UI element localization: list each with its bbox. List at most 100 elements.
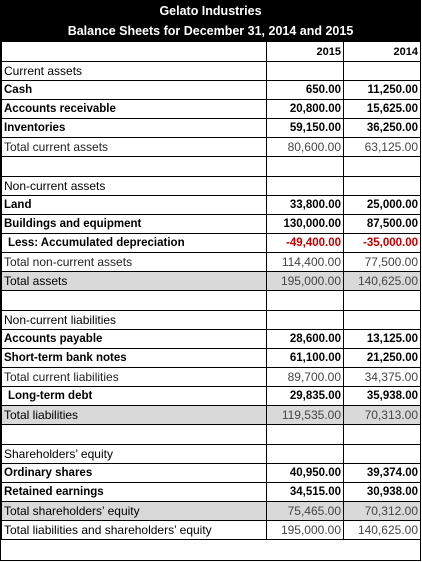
value-2015: 195,000.00: [266, 520, 344, 540]
value-2014: [343, 156, 421, 177]
column-header-row: 2015 2014: [1, 41, 421, 62]
row-label: Accounts payable: [1, 329, 267, 349]
grand-row: Total liabilities and shareholders’ equi…: [1, 520, 421, 540]
value-2015: [266, 290, 344, 311]
section-row: Shareholders’ equity: [1, 444, 421, 464]
balance-table: 2015 2014 Current assets Cash 650.00 11,250…: [1, 41, 421, 540]
item-row: Retained earnings 34,515.00 30,938.00: [1, 482, 421, 502]
row-label: [1, 424, 267, 445]
item-row: Less: Accumulated depreciation -49,400.00…: [1, 233, 421, 253]
value-2015: 28,600.00: [266, 329, 344, 349]
row-label: Shareholders’ equity: [1, 444, 267, 464]
value-2015: 40,950.00: [266, 463, 344, 483]
row-label: Total liabilities: [1, 405, 267, 425]
value-2015: [266, 156, 344, 177]
value-2014: 15,625.00: [343, 99, 421, 119]
row-label: Accounts receivable: [1, 99, 267, 119]
item-row: Ordinary shares 40,950.00 39,374.00: [1, 463, 421, 483]
item-row: Long-term debt 29,835.00 35,938.00: [1, 386, 421, 406]
sheet-subtitle: Balance Sheets for December 31, 2014 and…: [67, 24, 354, 38]
row-label: Total liabilities and shareholders’ equi…: [1, 520, 267, 540]
value-2014: [343, 444, 421, 464]
value-2014: [343, 61, 421, 81]
row-label: Land: [1, 195, 267, 215]
value-2015: 75,465.00: [266, 501, 344, 521]
row-label: Total non-current assets: [1, 252, 267, 272]
total-row: Total shareholders’ equity 75,465.00 70,31…: [1, 501, 421, 521]
value-2014: 77,500.00: [343, 252, 421, 272]
value-2014: 39,374.00: [343, 463, 421, 483]
row-label: [1, 290, 267, 311]
total-row: Total assets 195,000.00 140,625.00: [1, 271, 421, 291]
row-label: Cash: [1, 80, 267, 100]
item-row: Accounts payable 28,600.00 13,125.00: [1, 329, 421, 349]
value-2014: 36,250.00: [343, 118, 421, 138]
total-row: Total liabilities 119,535.00 70,313.00: [1, 405, 421, 425]
value-2015: [266, 310, 344, 330]
value-2014: 70,313.00: [343, 405, 421, 425]
value-2014: 25,000.00: [343, 195, 421, 215]
column-header-2015: 2015: [266, 41, 344, 62]
value-2015: [266, 61, 344, 81]
value-2014: 63,125.00: [343, 137, 421, 157]
value-2014: 70,312.00: [343, 501, 421, 521]
title-block: Gelato Industries Balance Sheets for Dec…: [1, 1, 420, 41]
row-label: Total shareholders’ equity: [1, 501, 267, 521]
row-label: Retained earnings: [1, 482, 267, 502]
value-2015: 119,535.00: [266, 405, 344, 425]
value-2014: [343, 290, 421, 311]
row-label: Long-term debt: [1, 386, 267, 406]
header-label-cell: [1, 41, 267, 62]
value-2015: 80,600.00: [266, 137, 344, 157]
row-label: Buildings and equipment: [1, 214, 267, 234]
blank-row: [1, 290, 421, 311]
company-name: Gelato Industries: [159, 4, 262, 18]
blank-row: [1, 156, 421, 177]
section-row: Current assets: [1, 61, 421, 81]
value-2015: -49,400.00: [266, 233, 344, 253]
section-row: Non-current assets: [1, 176, 421, 196]
value-2015: 33,800.00: [266, 195, 344, 215]
item-row: Accounts receivable 20,800.00 15,625.00: [1, 99, 421, 119]
value-2015: 130,000.00: [266, 214, 344, 234]
row-label: Total assets: [1, 271, 267, 291]
row-label: Short-term bank notes: [1, 348, 267, 368]
subtotal-row: Total current liabilities 89,700.00 34,375…: [1, 367, 421, 387]
subtotal-row: Total current assets 80,600.00 63,125.00: [1, 137, 421, 157]
value-2014: 140,625.00: [343, 271, 421, 291]
value-2015: 29,835.00: [266, 386, 344, 406]
row-label: Less: Accumulated depreciation: [1, 233, 267, 253]
row-label: Inventories: [1, 118, 267, 138]
section-row: Non-current liabilities: [1, 310, 421, 330]
row-label: Total current liabilities: [1, 367, 267, 387]
item-row: Buildings and equipment 130,000.00 87,500.…: [1, 214, 421, 234]
value-2015: 61,100.00: [266, 348, 344, 368]
blank-row: [1, 424, 421, 445]
value-2014: 30,938.00: [343, 482, 421, 502]
column-header-2014: 2014: [343, 41, 421, 62]
item-row: Cash 650.00 11,250.00: [1, 80, 421, 100]
value-2014: 11,250.00: [343, 80, 421, 100]
row-label: Non-current assets: [1, 176, 267, 196]
value-2014: [343, 424, 421, 445]
item-row: Land 33,800.00 25,000.00: [1, 195, 421, 215]
value-2014: 140,625.00: [343, 520, 421, 540]
value-2015: 89,700.00: [266, 367, 344, 387]
value-2015: 59,150.00: [266, 118, 344, 138]
value-2014: 34,375.00: [343, 367, 421, 387]
value-2014: -35,000.00: [343, 233, 421, 253]
row-label: Non-current liabilities: [1, 310, 267, 330]
value-2015: [266, 424, 344, 445]
row-label: Total current assets: [1, 137, 267, 157]
value-2015: 34,515.00: [266, 482, 344, 502]
value-2015: 195,000.00: [266, 271, 344, 291]
value-2015: [266, 444, 344, 464]
value-2014: 21,250.00: [343, 348, 421, 368]
value-2015: 114,400.00: [266, 252, 344, 272]
value-2014: [343, 176, 421, 196]
row-label: Ordinary shares: [1, 463, 267, 483]
value-2014: [343, 310, 421, 330]
value-2015: [266, 176, 344, 196]
row-label: [1, 156, 267, 177]
